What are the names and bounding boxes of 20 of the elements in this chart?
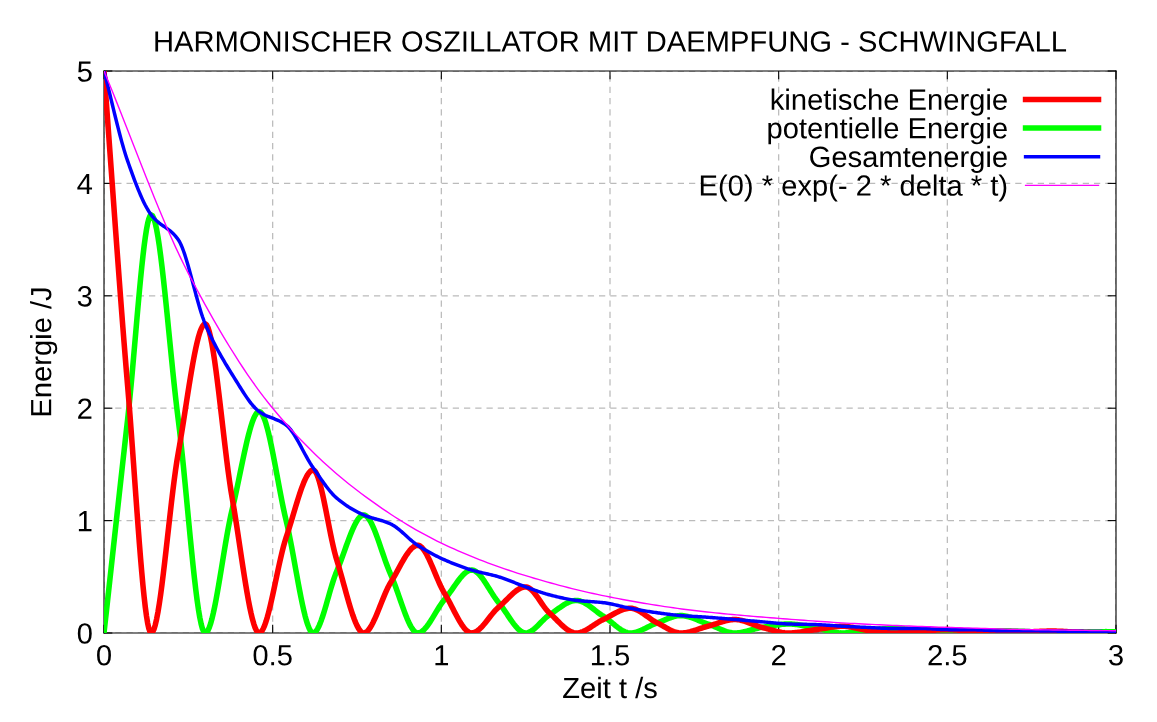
x-tick-label: 1 <box>435 645 449 666</box>
x-tick-label: 0 <box>97 644 111 666</box>
chart-title: HARMONISCHER OSZILLATOR MIT DAEMPFUNG - SCHWINGFALL <box>155 31 1067 52</box>
x-tick-label: 2.5 <box>928 644 967 666</box>
x-axis-title: Zeit t /s <box>563 676 657 699</box>
y-tick-label: 1 <box>78 511 92 532</box>
y-axis-title: Energie /J <box>30 288 58 416</box>
x-tick-label: 0.5 <box>253 644 292 666</box>
y-tick-label: 3 <box>77 286 92 307</box>
legend-label: Gesamtenergie <box>810 145 1007 173</box>
legend-label: E(0) * exp(- 2 * delta * t) <box>700 174 1007 202</box>
legend-label: potentielle Energie <box>768 117 1007 145</box>
y-tick-label: 2 <box>78 398 92 419</box>
legend-label: kinetische Energie <box>771 88 1007 116</box>
x-tick-label: 2 <box>772 644 786 666</box>
y-tick-label: 5 <box>77 61 92 82</box>
x-tick-label: 3 <box>1109 644 1123 666</box>
x-tick-label: 1.5 <box>591 645 630 666</box>
y-tick-label: 4 <box>77 173 93 194</box>
y-tick-label: 0 <box>77 623 92 644</box>
